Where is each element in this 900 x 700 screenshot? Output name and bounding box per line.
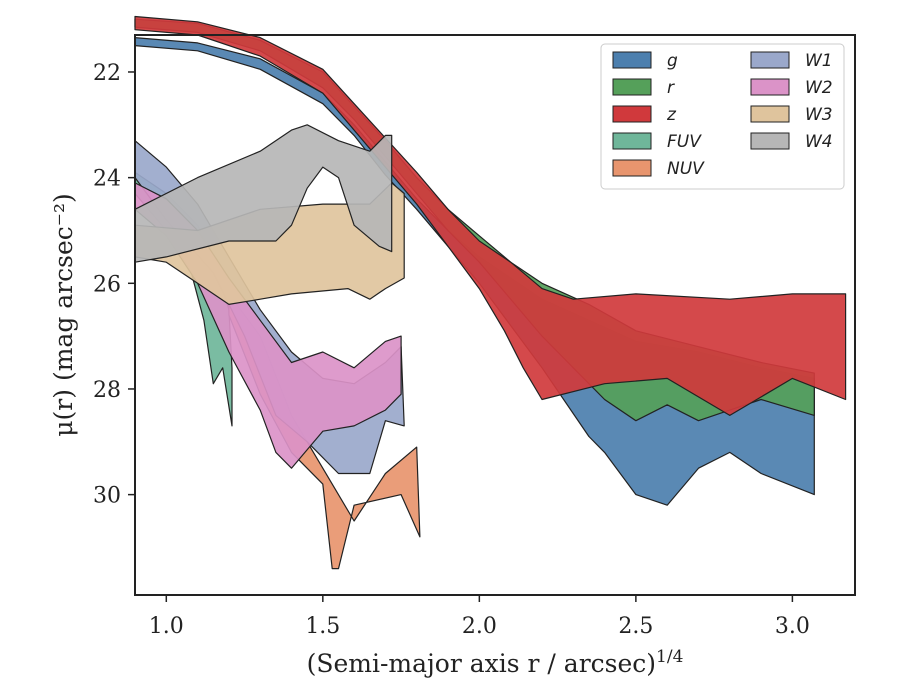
x-axis: 1.0 1.5 2.0 2.5 3.0 [149, 595, 810, 639]
series-layer [134, 15, 847, 570]
legend-swatch [612, 51, 652, 69]
legend-label: z [666, 105, 677, 125]
x-axis-label-text: (Semi-major axis r / arcsec) [307, 649, 656, 678]
legend-item-w3: W3 [750, 105, 833, 125]
legend-item-g: g [612, 51, 678, 71]
y-axis: 22 24 26 28 30 [93, 61, 135, 509]
y-axis-label: μ(r) (mag arcsec⁻²) [49, 193, 78, 436]
legend-label: g [667, 51, 678, 71]
legend-swatch [612, 105, 652, 123]
legend-label: W4 [805, 132, 833, 152]
legend-label: r [667, 78, 675, 98]
legend-swatch [612, 159, 652, 177]
series-band-z [134, 15, 847, 416]
y-tick-label: 30 [93, 484, 121, 509]
legend-label: NUV [667, 159, 705, 179]
legend-label: W3 [805, 105, 833, 125]
legend-item-r: r [612, 78, 675, 98]
legend-swatch [612, 78, 652, 96]
x-axis-label: (Semi-major axis r / arcsec)1/4 [307, 647, 684, 678]
legend-swatch [612, 132, 652, 150]
legend-swatch [750, 105, 790, 123]
legend-label: FUV [667, 132, 702, 152]
legend-swatch [750, 78, 790, 96]
x-tick-label: 1.0 [149, 614, 184, 639]
legend-swatch [750, 51, 790, 69]
x-tick-label: 2.0 [462, 614, 497, 639]
legend-item-w4: W4 [750, 132, 833, 152]
series-band-w3 [134, 182, 405, 305]
legend-label: W1 [805, 51, 833, 71]
series-band-w4 [134, 124, 393, 263]
plot-frame [134, 34, 856, 596]
y-tick-label: 24 [93, 167, 121, 192]
x-axis-label-exponent: 1/4 [656, 647, 683, 667]
x-tick-label: 2.5 [618, 614, 653, 639]
y-tick-label: 28 [93, 378, 121, 403]
y-tick-label: 26 [93, 272, 121, 297]
y-tick-label: 22 [93, 61, 121, 86]
legend-item-w2: W2 [750, 78, 833, 98]
legend-item-z: z [612, 105, 677, 125]
x-tick-label: 1.5 [305, 614, 340, 639]
legend-item-w1: W1 [750, 51, 833, 71]
legend: grz FUV NUV W1 W2 W3 W4 [600, 43, 845, 190]
legend-label: W2 [805, 78, 833, 98]
legend-item-nuv: NUV [612, 159, 705, 179]
x-tick-label: 3.0 [775, 614, 810, 639]
legend-swatch [750, 132, 790, 150]
legend-item-fuv: FUV [612, 132, 702, 152]
